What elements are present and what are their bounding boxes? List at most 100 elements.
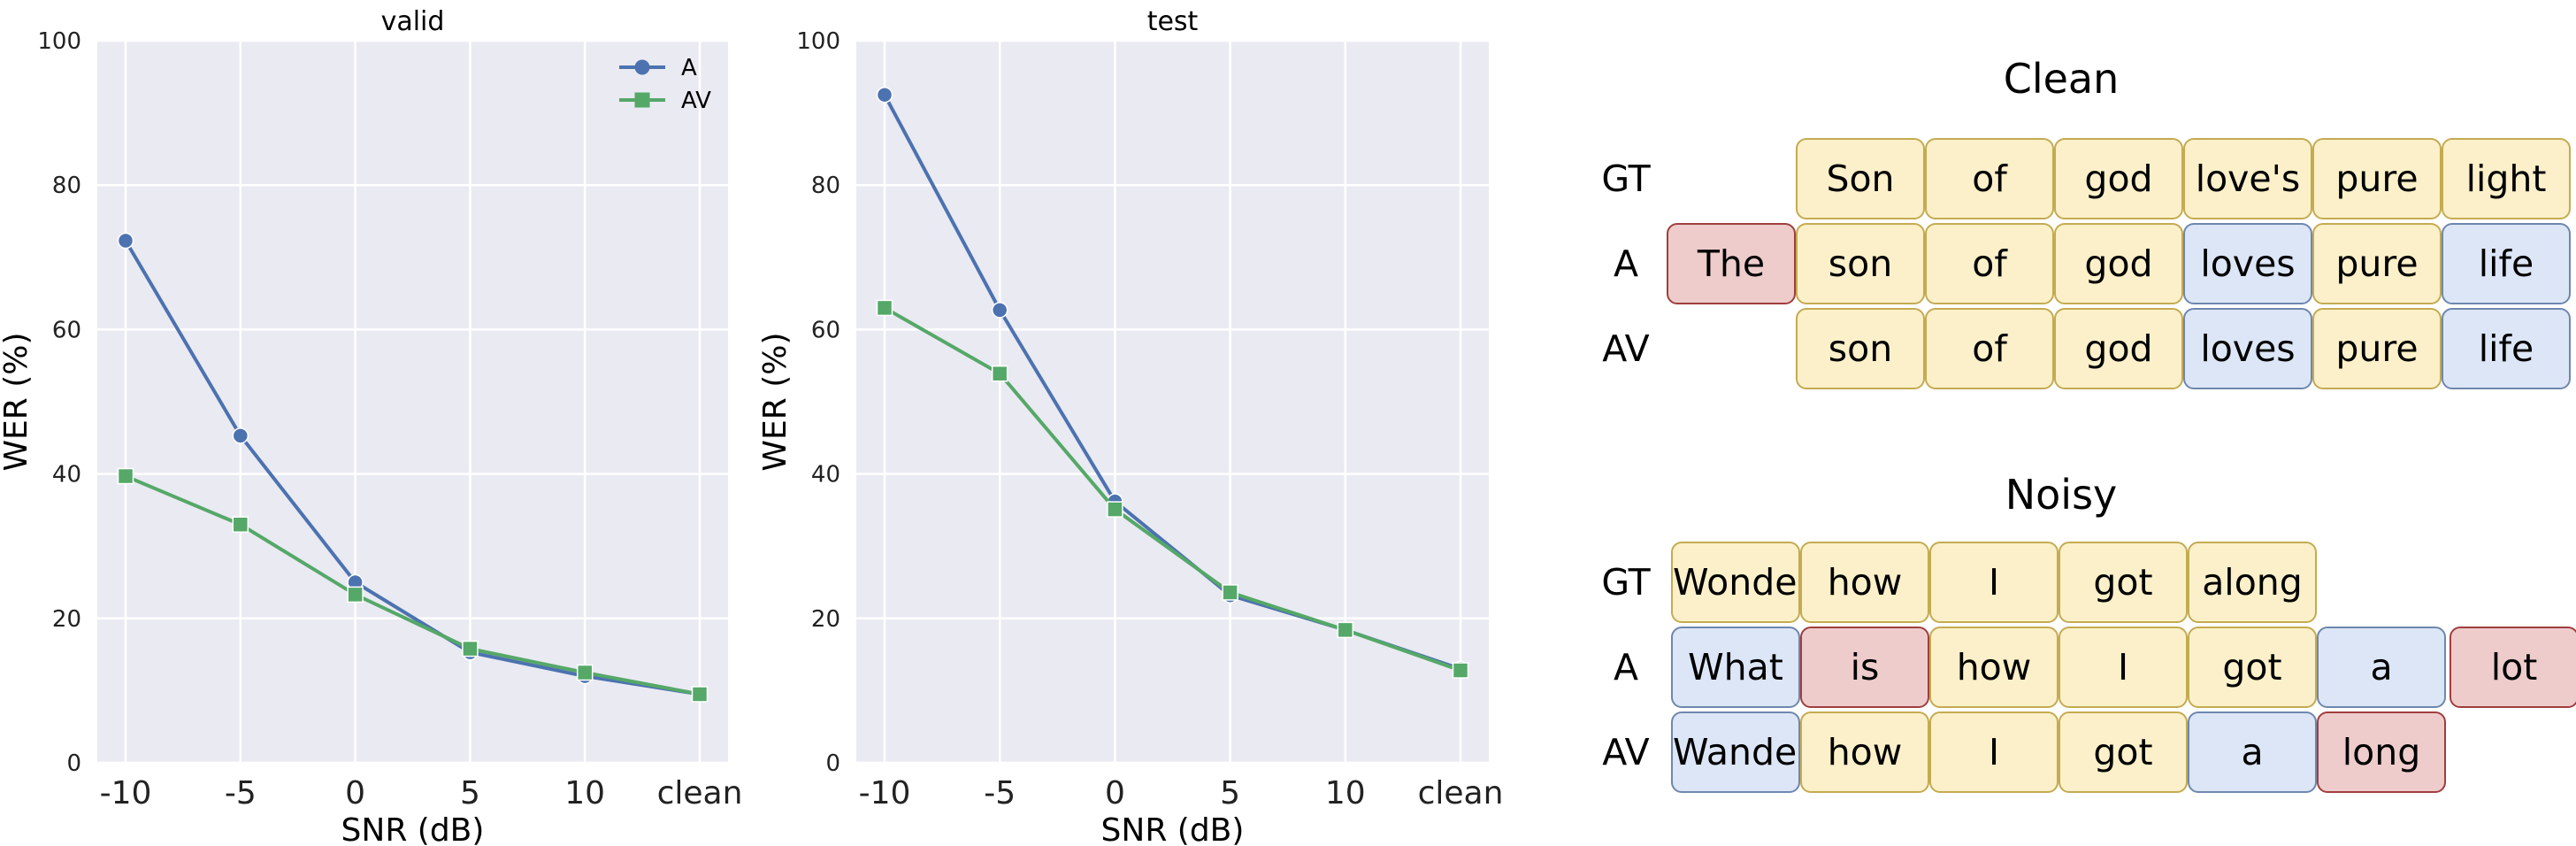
clean-a-token: pure	[2312, 223, 2442, 304]
chart1-y-tick-label-5: 100	[37, 28, 81, 55]
chart2-series-a-point-0	[876, 86, 893, 104]
clean-gt-token: god	[2054, 138, 2183, 219]
chart2-y-tick-label-1: 20	[811, 606, 840, 633]
noisy-a-token: lot	[2450, 627, 2576, 708]
chart1-y-tick-label-2: 40	[52, 462, 81, 488]
clean-av-token: loves	[2183, 308, 2312, 389]
clean-a-token: The	[1667, 223, 1796, 304]
clean-a-token: life	[2442, 223, 2571, 304]
chart2-x-tick-label-0: -10	[859, 775, 911, 811]
noisy-av-token: Wander	[1671, 711, 1812, 793]
noisy-a-token: how	[1929, 627, 2058, 708]
chart1-legend-av-marker	[634, 92, 650, 108]
chart1-y-tick-label-4: 80	[52, 173, 81, 199]
chart1-series-a-point-1	[232, 427, 249, 444]
chart1-x-tick-label-0: -10	[100, 775, 152, 811]
chart2-x-tick-label-3: 5	[1220, 775, 1240, 811]
clean-row-label-av: AV	[1602, 327, 1650, 370]
noisy-gt-token: how	[1800, 542, 1929, 623]
chart2-y-tick-label-2: 40	[811, 462, 840, 488]
chart1-legend-av-label: AV	[681, 88, 711, 114]
chart1-x-tick-label-4: 10	[564, 775, 605, 811]
noisy-av-token: long	[2317, 711, 2446, 793]
clean-av-token: god	[2054, 308, 2183, 389]
clean-gt-token: Son	[1796, 138, 1925, 219]
chart1-series-av-line	[125, 474, 701, 696]
clean-gt-token: pure	[2312, 138, 2442, 219]
chart2-series-av-point-0	[876, 299, 893, 317]
chart1-y-tick-label-1: 20	[52, 606, 81, 633]
noisy-a-token: a	[2317, 627, 2446, 708]
noisy-row-label-gt: GT	[1601, 561, 1651, 604]
chart2-x-tick-label-5: clean	[1418, 775, 1504, 811]
chart1-y-axis-label: WER (%)	[0, 332, 34, 471]
chart1-y-tick-label-0: 0	[66, 750, 81, 777]
noisy-row-label-a: A	[1613, 646, 1639, 688]
clean-gt-token: love's	[2183, 138, 2312, 219]
clean-panel-title: Clean	[2003, 55, 2120, 103]
noisy-av-token: a	[2188, 711, 2317, 793]
chart1-series-av-point-2	[347, 586, 364, 604]
noisy-a-token: I	[2058, 627, 2188, 708]
chart2-x-tick-label-1: -5	[984, 775, 1016, 811]
noisy-gt-token: I	[1929, 542, 2058, 623]
clean-row-label-a: A	[1613, 242, 1639, 285]
noisy-av-token: how	[1800, 711, 1929, 793]
chart1-y-tick-label-3: 60	[52, 317, 81, 343]
chart1-x-tick-label-2: 0	[345, 775, 365, 811]
chart1-x-tick-label-3: 5	[460, 775, 480, 811]
chart1-series-av-point-3	[462, 640, 479, 658]
noisy-gt-token: along	[2188, 542, 2317, 623]
noisy-panel-title: Noisy	[2005, 471, 2118, 519]
chart1-x-axis-label: SNR (dB)	[341, 812, 485, 846]
chart1-legend-a-label: A	[681, 55, 697, 81]
chart1-legend-a-marker	[634, 59, 650, 75]
clean-a-token: god	[2054, 223, 2183, 304]
chart2-y-tick-label-0: 0	[825, 750, 840, 777]
noisy-gt-token: got	[2058, 542, 2188, 623]
chart2-x-axis-label: SNR (dB)	[1101, 812, 1245, 846]
clean-example-panel: Clean GT Son of god love's pure light A The son o…	[1557, 53, 2571, 407]
chart1-series-av-point-0	[117, 467, 134, 485]
clean-row-label-gt: GT	[1601, 158, 1651, 200]
chart2-x-tick-label-2: 0	[1105, 775, 1125, 811]
chart2-x-tick-label-4: 10	[1325, 775, 1366, 811]
chart2-series-av-point-5	[1452, 662, 1469, 679]
chart1-title: valid	[381, 6, 445, 37]
clean-a-token: son	[1796, 223, 1925, 304]
noisy-av-token: got	[2058, 711, 2188, 793]
chart1-series-av-point-5	[691, 686, 709, 703]
chart2-y-tick-label-4: 80	[811, 173, 840, 199]
chart2-plot-area	[856, 41, 1489, 763]
chart2-series-av-point-4	[1337, 621, 1354, 639]
clean-a-token: of	[1925, 223, 2054, 304]
clean-gt-token: light	[2442, 138, 2571, 219]
chart1-series-a-point-0	[117, 232, 134, 250]
chart1-series-av-point-4	[576, 664, 594, 681]
clean-av-token: of	[1925, 308, 2054, 389]
chart1-series-av-point-1	[232, 516, 249, 533]
chart1-series-a-line	[124, 240, 701, 696]
noisy-a-token: is	[1800, 627, 1929, 708]
noisy-a-token: What	[1671, 627, 1800, 708]
clean-a-token: loves	[2183, 223, 2312, 304]
clean-av-token: life	[2442, 308, 2571, 389]
chart1-x-tick-label-1: -5	[225, 775, 257, 811]
chart2-series-av-point-1	[991, 365, 1008, 382]
clean-av-token: pure	[2312, 308, 2442, 389]
noisy-row-label-av: AV	[1602, 731, 1650, 773]
chart2-y-tick-label-3: 60	[811, 317, 840, 343]
noisy-gt-token: Wonder	[1671, 542, 1812, 623]
chart2-series-a-point-1	[991, 302, 1008, 319]
chart2-y-axis-label: WER (%)	[757, 332, 794, 471]
chart2-series-av-point-3	[1222, 584, 1238, 601]
chart1-x-tick-label-5: clean	[657, 775, 743, 811]
chart1-plot-area	[97, 41, 728, 763]
chart2-title: test	[1147, 6, 1199, 37]
noisy-a-token: got	[2188, 627, 2317, 708]
clean-av-token: son	[1796, 308, 1925, 389]
chart2-series-av-point-2	[1107, 501, 1123, 518]
clean-gt-token: of	[1925, 138, 2054, 219]
